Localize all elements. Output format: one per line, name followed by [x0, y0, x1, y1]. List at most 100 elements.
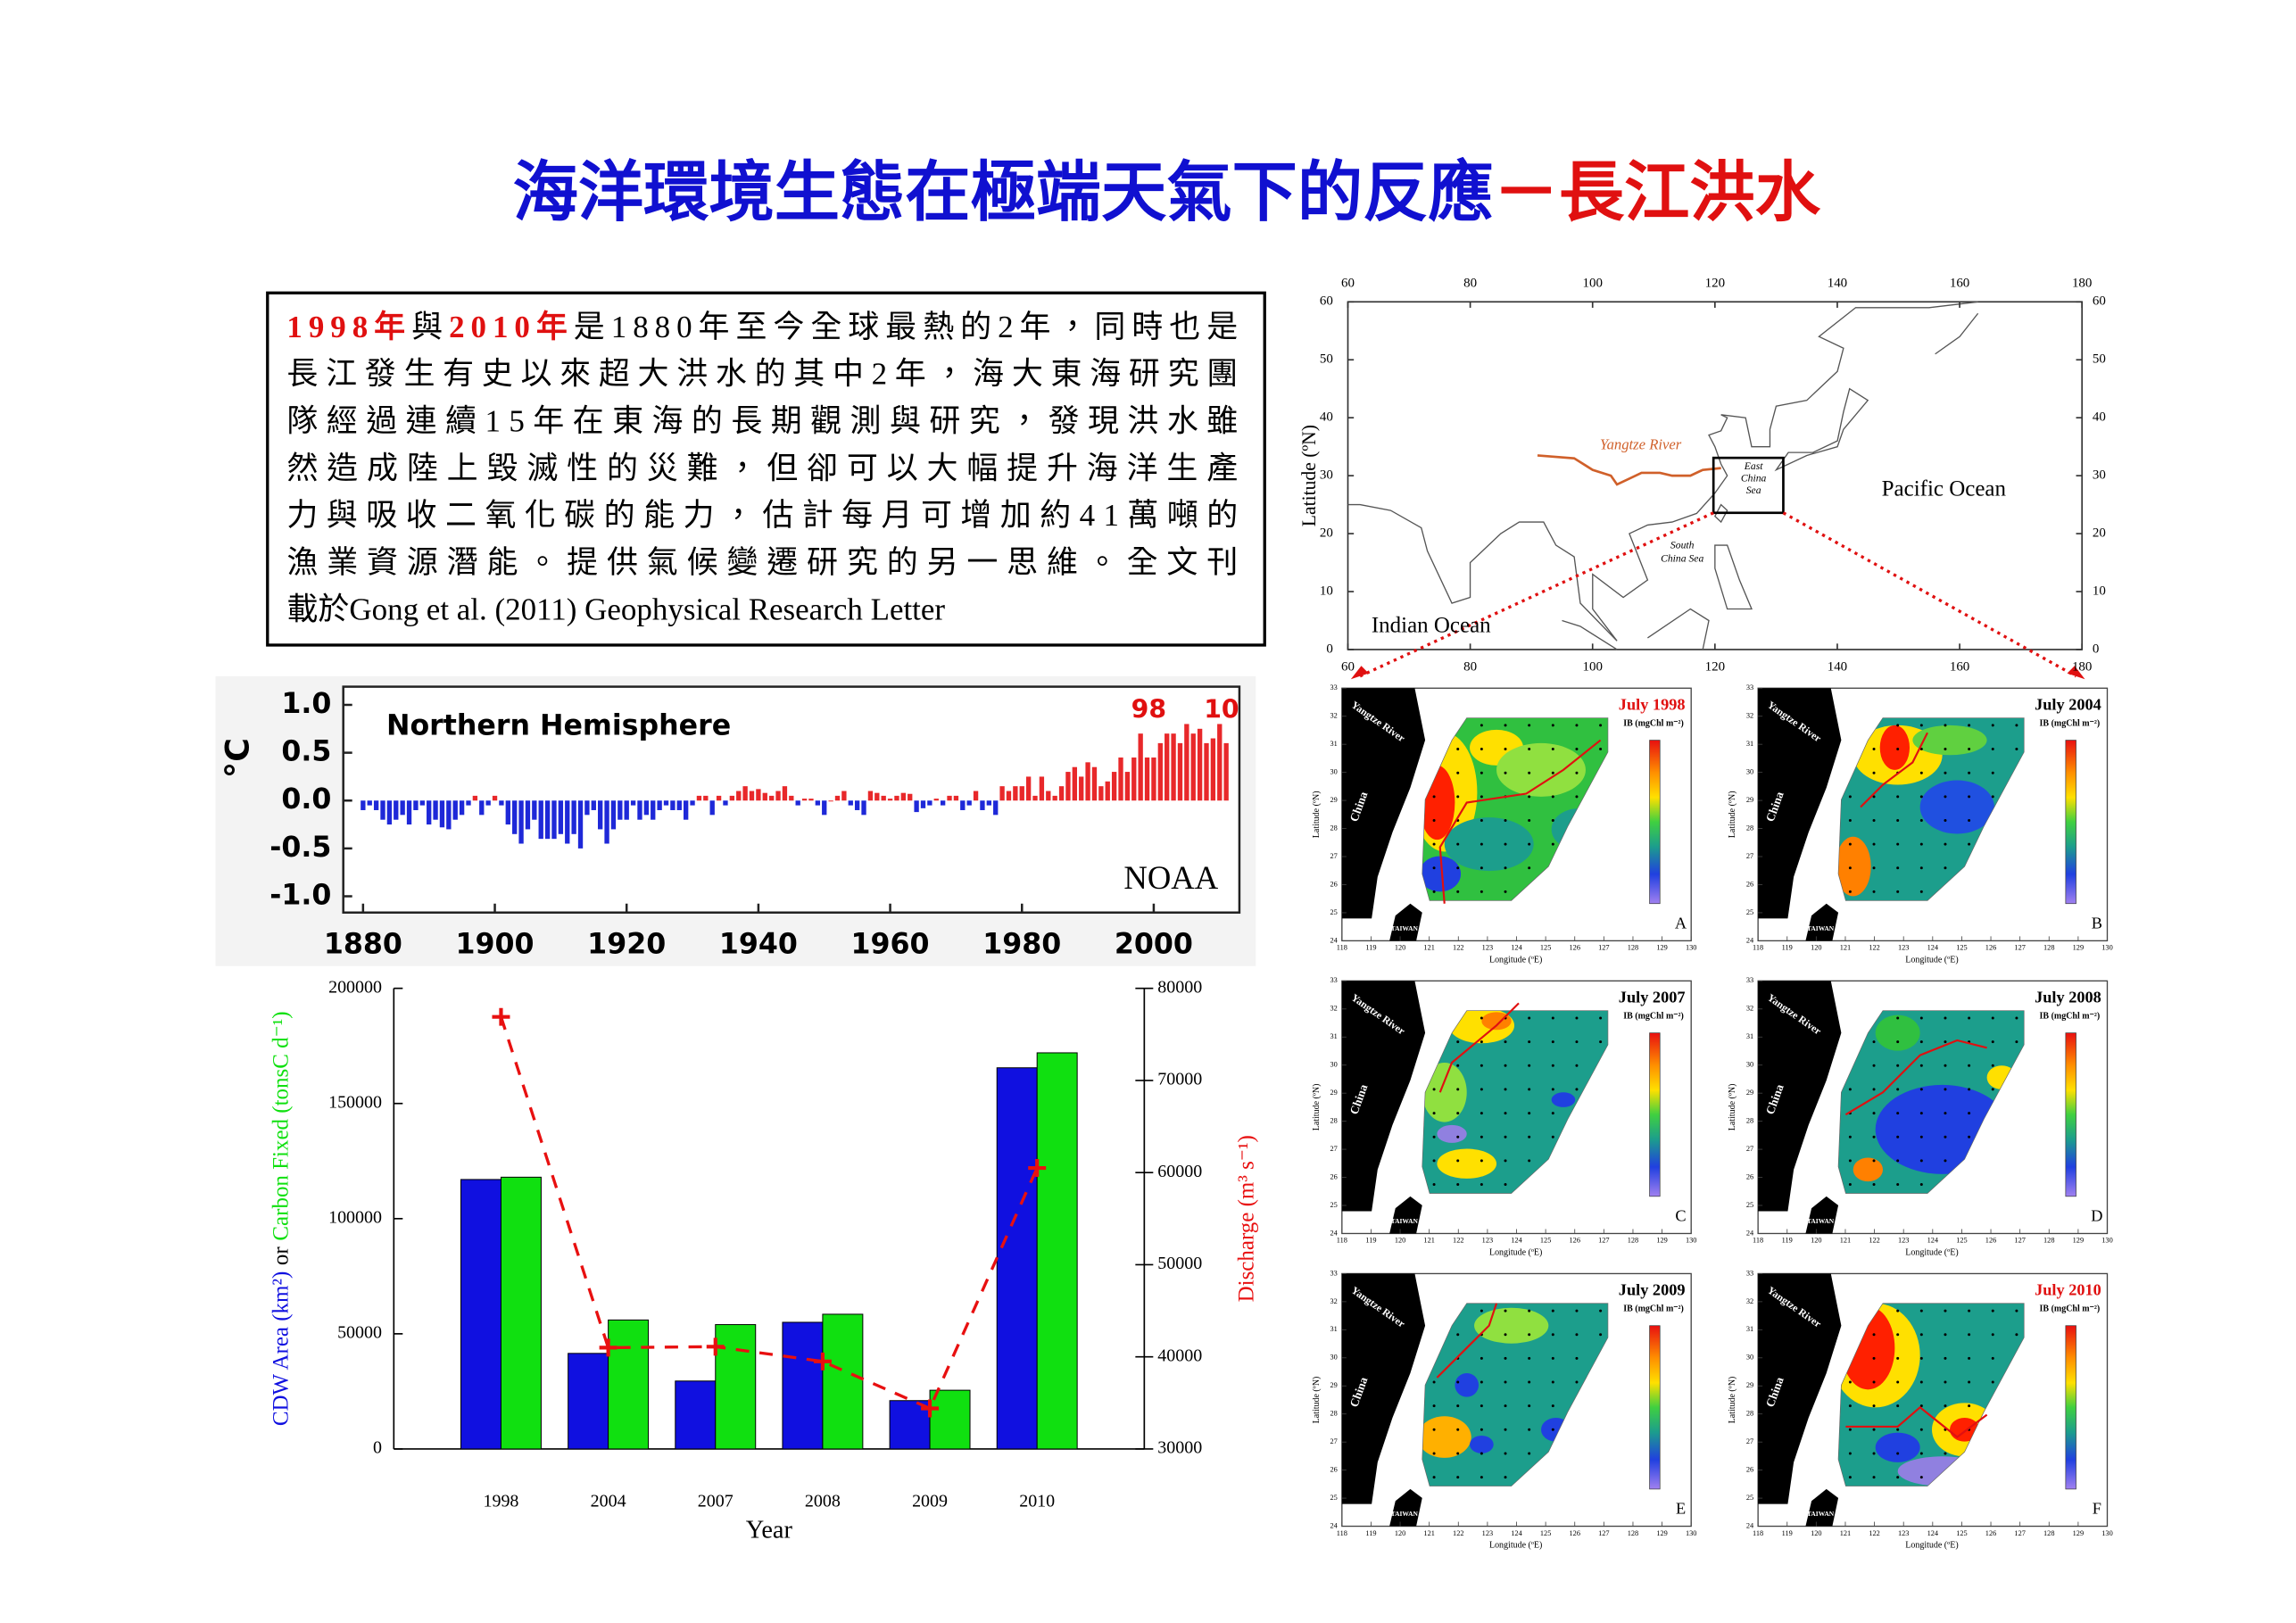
bar [439, 800, 445, 828]
panel-y-label: Latitude (ºN) [1728, 791, 1737, 838]
station [1551, 771, 1554, 774]
station [1480, 771, 1483, 774]
station [1848, 818, 1852, 822]
panel-tick-label: 129 [2073, 1237, 2084, 1245]
field-patch [1422, 856, 1462, 892]
bar [1013, 786, 1018, 801]
bar [479, 800, 485, 816]
station [1528, 724, 1531, 727]
station [1480, 1183, 1483, 1187]
panel-tick-label: 124 [1511, 944, 1522, 952]
station [1480, 1135, 1483, 1139]
panel-x-label: Longitude (ºE) [1905, 1247, 1958, 1257]
y-tick-label: 200000 [328, 977, 382, 997]
island [1805, 1488, 1839, 1527]
station [1599, 748, 1603, 751]
map-tick-label: 80 [1463, 659, 1477, 674]
bar [696, 795, 702, 801]
station [1504, 890, 1507, 893]
panel-tick-label: 28 [1330, 824, 1338, 832]
bar [637, 800, 642, 820]
station [1872, 1380, 1876, 1384]
x-tick-label: 1980 [982, 928, 1061, 960]
station [1991, 724, 1994, 727]
panel-title: July 2007 [1619, 989, 1686, 1006]
bar [690, 800, 695, 806]
station [1919, 1333, 1923, 1337]
panel-tick-label: 122 [1869, 944, 1879, 952]
bar [1025, 776, 1032, 801]
bar [675, 1380, 717, 1450]
paragraph-text: 載於Gong et al. (2011) Geophysical Researc… [286, 592, 945, 627]
station [1504, 866, 1507, 870]
bar [525, 800, 531, 830]
panel-tick-label: 126 [1985, 944, 1996, 952]
station [1919, 748, 1923, 751]
station [1480, 1404, 1483, 1408]
panel-tick-label: 33 [1746, 683, 1753, 691]
annotation: NOAA [1123, 859, 1218, 896]
station [1848, 866, 1852, 870]
station [1551, 1380, 1554, 1384]
bar [1111, 772, 1117, 801]
sea-label-line: China [1741, 472, 1767, 484]
bar [643, 800, 650, 816]
sea-label-line: Sea [1746, 484, 1761, 495]
station [1919, 1040, 1923, 1044]
field-outline [1837, 717, 2025, 901]
station [2015, 1333, 2018, 1337]
panel-tick-label: 25 [1330, 1494, 1338, 1502]
map-tick-label: 140 [1828, 659, 1847, 674]
station [1919, 795, 1923, 799]
station [1504, 1088, 1507, 1091]
coastline [1935, 312, 1979, 355]
paragraph-text: 力與吸收二氧化碳的能力，估計每月可增加約41萬噸的 [286, 498, 1238, 533]
plume-front [1844, 1039, 1987, 1116]
station [1968, 1356, 1971, 1360]
panel-tick-label: 32 [1746, 1297, 1753, 1305]
y-tick-label: 0.5 [281, 736, 331, 768]
bar [908, 793, 913, 801]
station [1991, 1356, 1994, 1360]
point-marker [813, 1352, 832, 1370]
bar [960, 800, 966, 810]
plume-front [1438, 739, 1602, 904]
sea-label-line: China Sea [1661, 552, 1703, 564]
station [1432, 1476, 1436, 1479]
yangtze-river [1537, 454, 1721, 486]
bar [1210, 738, 1216, 801]
line-series [499, 1016, 1039, 1411]
station [1872, 1428, 1876, 1431]
panel-letter: A [1675, 914, 1687, 932]
bar [900, 792, 907, 801]
station [1944, 1088, 1947, 1091]
station [1919, 1476, 1923, 1479]
station [1872, 795, 1876, 799]
panel-tick-label: 27 [1746, 1145, 1753, 1153]
bar [749, 791, 755, 801]
station [1872, 842, 1876, 846]
station [1896, 1476, 1900, 1479]
station [1456, 890, 1460, 893]
field-outline [1422, 1303, 1609, 1486]
station [1848, 1380, 1852, 1384]
panel-tick-label: 31 [1746, 1325, 1753, 1333]
station [1896, 866, 1900, 870]
station [1896, 818, 1900, 822]
station [1456, 1064, 1460, 1067]
panel-tick-label: 127 [1598, 1529, 1609, 1537]
panel-x-label: Longitude (ºE) [1905, 1540, 1958, 1550]
bar [413, 800, 419, 810]
panel-tick-label: 26 [1746, 880, 1753, 888]
station [1872, 748, 1876, 751]
station [1872, 1064, 1876, 1067]
panel-tick-label: 27 [1330, 852, 1338, 860]
panel-tick-label: 121 [1840, 1237, 1851, 1245]
x-tick-label: 1900 [456, 928, 535, 960]
bar [716, 795, 722, 801]
bar [1039, 776, 1045, 801]
panel-tick-label: 31 [1746, 1032, 1753, 1040]
